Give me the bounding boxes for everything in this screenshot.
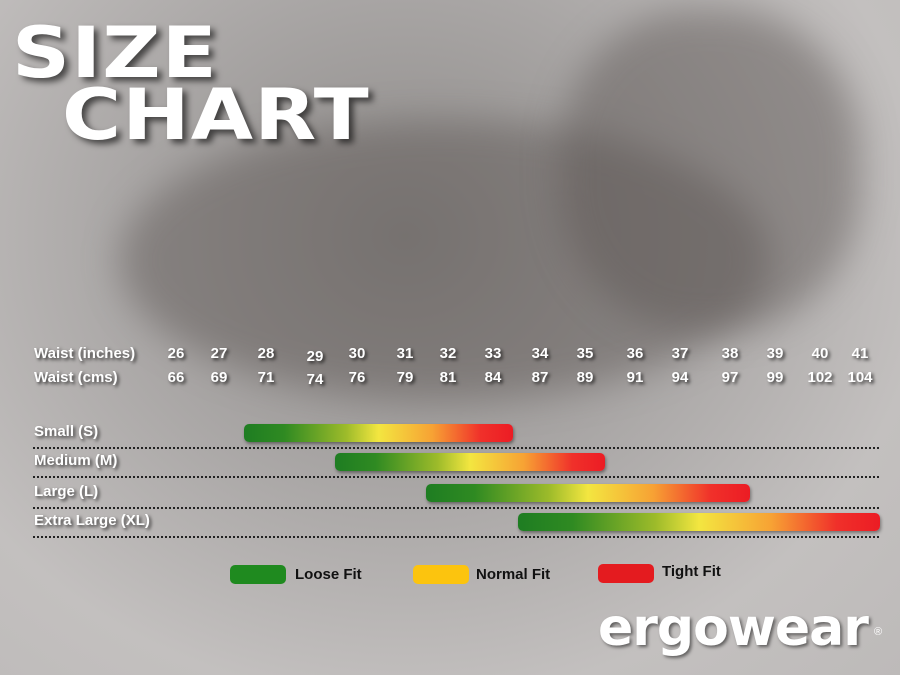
tick-inches: 30 [348, 345, 366, 362]
size-range-bar [518, 513, 880, 531]
tick-inches: 41 [851, 345, 869, 362]
tick-inches: 36 [626, 345, 644, 362]
size-label: Extra Large (XL) [34, 512, 150, 529]
ergowear-logo: ergowear [598, 598, 869, 658]
legend-swatch-tight [598, 564, 654, 583]
tick-inches: 32 [439, 345, 457, 362]
row-divider [33, 447, 879, 449]
tick-cms: 69 [210, 369, 228, 386]
tick-cms: 91 [626, 369, 644, 386]
tick-cms: 104 [847, 369, 873, 386]
legend-swatch-normal [413, 565, 469, 584]
photo-background [120, 120, 770, 400]
tick-inches: 29 [306, 348, 324, 365]
tick-cms: 71 [257, 369, 275, 386]
photo-background-arm [560, 10, 860, 330]
row-label-inches: Waist (inches) [34, 345, 136, 362]
tick-inches: 31 [396, 345, 414, 362]
tick-cms: 81 [439, 369, 457, 386]
tick-cms: 102 [807, 369, 833, 386]
registered-mark: ® [874, 626, 883, 638]
tick-cms: 87 [531, 369, 549, 386]
tick-inches: 35 [576, 345, 594, 362]
row-label-cms: Waist (cms) [34, 369, 118, 386]
tick-cms: 66 [167, 369, 185, 386]
tick-inches: 27 [210, 345, 228, 362]
tick-inches: 28 [257, 345, 275, 362]
tick-cms: 76 [348, 369, 366, 386]
tick-cms: 74 [306, 371, 324, 388]
tick-cms: 97 [721, 369, 739, 386]
tick-cms: 99 [766, 369, 784, 386]
size-range-bar [244, 424, 513, 442]
tick-inches: 40 [811, 345, 829, 362]
title-size: SIZE [12, 12, 218, 94]
tick-inches: 37 [671, 345, 689, 362]
tick-inches: 34 [531, 345, 549, 362]
tick-cms: 79 [396, 369, 414, 386]
size-range-bar [426, 484, 750, 502]
tick-inches: 33 [484, 345, 502, 362]
legend-label-normal: Normal Fit [476, 566, 551, 583]
legend-swatch-loose [230, 565, 286, 584]
size-range-bar [335, 453, 605, 471]
row-divider [33, 476, 879, 478]
tick-inches: 38 [721, 345, 739, 362]
legend-label-loose: Loose Fit [295, 566, 362, 583]
legend-label-tight: Tight Fit [662, 563, 721, 580]
title-chart: CHART [62, 74, 370, 156]
size-label: Small (S) [34, 423, 99, 440]
size-label: Large (L) [34, 483, 99, 500]
size-label: Medium (M) [34, 452, 118, 469]
tick-inches: 26 [167, 345, 185, 362]
tick-cms: 94 [671, 369, 689, 386]
tick-inches: 39 [766, 345, 784, 362]
tick-cms: 89 [576, 369, 594, 386]
tick-cms: 84 [484, 369, 502, 386]
row-divider [33, 536, 879, 538]
row-divider [33, 507, 879, 509]
